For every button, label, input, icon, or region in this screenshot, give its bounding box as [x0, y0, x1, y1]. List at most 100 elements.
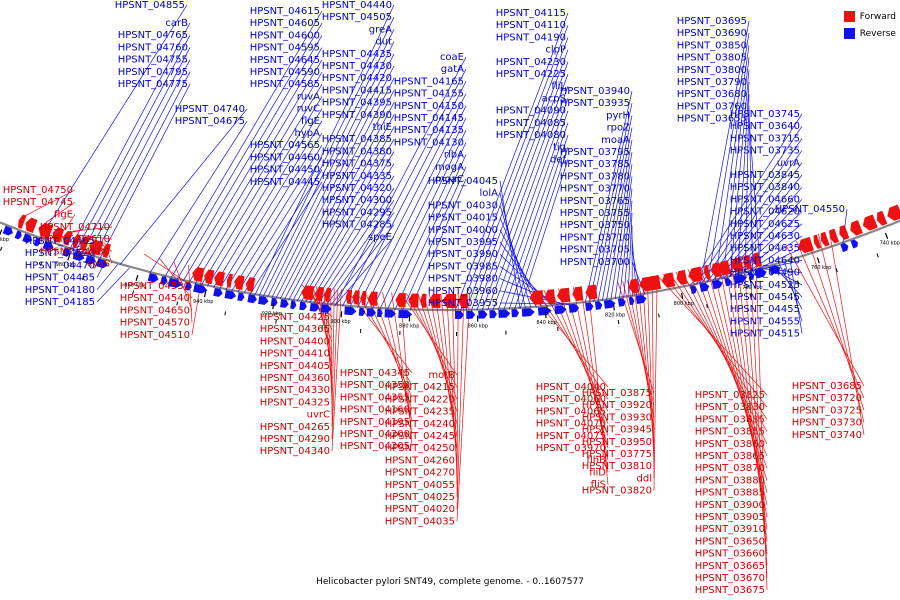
reverse-gene-label: HPSNT_04390: [322, 110, 392, 121]
scale-tick: [340, 311, 343, 318]
forward-gene-arrow: [84, 255, 96, 265]
leader-line: [492, 98, 569, 311]
reverse-gene-label: moaC: [435, 174, 464, 185]
forward-gene-label: HPSNT_04750: [3, 185, 73, 196]
feature-marker: [706, 303, 708, 309]
reverse-gene-label: ruvA: [297, 91, 320, 102]
feature-marker: [876, 253, 879, 258]
leader-line: [331, 289, 342, 452]
reverse-gene-arrow: [395, 292, 406, 308]
leader-line: [828, 230, 865, 435]
forward-gene-arrow: [96, 258, 108, 269]
reverse-gene-label: HPSNT_04130: [394, 137, 464, 148]
reverse-gene-label: HPSNT_04490: [730, 268, 800, 279]
reverse-gene-label: HPSNT_04385: [322, 134, 392, 145]
forward-gene-label: HPSNT_04205: [340, 441, 410, 452]
feature-marker: [749, 293, 752, 298]
leader-line: [565, 287, 609, 449]
leader-line: [194, 71, 323, 285]
forward-gene-arrow: [2, 225, 13, 236]
leader-line: [39, 4, 188, 239]
leader-line: [379, 130, 467, 310]
reverse-gene-label: HPSNT_04300: [322, 195, 392, 206]
leader-line: [317, 187, 395, 305]
reverse-gene-arrow: [743, 254, 753, 270]
leader-line: [623, 200, 633, 298]
forward-gene-label: HPSNT_03810: [582, 461, 652, 472]
leader-line: [182, 47, 323, 282]
forward-gene-arrow: [224, 290, 237, 300]
reverse-gene-arrow: [63, 230, 73, 246]
reverse-gene-label: lolA: [479, 188, 498, 199]
forward-gene-label: HPSNT_04020: [385, 504, 455, 515]
reverse-gene-arrow: [585, 284, 598, 300]
leader-line: [271, 53, 395, 299]
feature-marker: [224, 311, 227, 316]
reverse-gene-label: HPSNT_04320: [322, 183, 392, 194]
reverse-gene-arrow: [102, 243, 112, 259]
forward-gene-label: HPSNT_04745: [3, 197, 73, 208]
reverse-gene-label: HPSNT_04590: [250, 67, 320, 78]
leader-line: [313, 175, 395, 304]
leader-line: [400, 293, 413, 447]
reverse-gene-label: HPSNT_03785: [560, 159, 630, 170]
genome-backbone: [0, 219, 900, 312]
leader-line: [470, 49, 569, 311]
scale-label: 1000 kbp: [0, 237, 9, 243]
legend-forward-label: Forward: [859, 11, 896, 22]
leader-line: [519, 159, 569, 309]
scale-tick: [884, 232, 889, 239]
forward-gene-label: HPSNT_04240: [385, 419, 455, 430]
reverse-gene-arrow: [204, 269, 215, 285]
reverse-gene-label: HPSNT_03935: [560, 98, 630, 109]
forward-gene-label: HPSNT_03665: [695, 561, 765, 572]
leader-line: [499, 253, 554, 307]
leader-line: [81, 235, 113, 240]
reverse-gene-arrow: [38, 222, 54, 239]
leader-line: [64, 214, 76, 231]
forward-gene-label: ddl: [637, 473, 652, 484]
leader-line: [188, 59, 323, 283]
reverse-gene-label: HPSNT_04165: [394, 76, 464, 87]
leader-line: [143, 253, 193, 287]
leader-line: [149, 121, 248, 274]
leader-line: [699, 20, 750, 285]
forward-gene-label: HPSNT_04070: [536, 419, 606, 430]
leader-line: [231, 145, 323, 292]
reverse-gene-label: HPSNT_03990: [428, 249, 498, 260]
leader-line: [589, 103, 633, 303]
reverse-gene-label: HPSNT_04285: [322, 220, 392, 231]
forward-gene-arrow: [247, 294, 257, 304]
leader-line: [312, 286, 333, 354]
leader-line: [372, 117, 467, 309]
reverse-gene-label: HPSNT_04445: [250, 177, 320, 188]
reverse-gene-arrow: [52, 227, 65, 243]
reverse-gene-label: HPSNT_04335: [322, 171, 392, 182]
forward-gene-label: HPSNT_03880: [695, 475, 765, 486]
scale-label: 800 kbp: [674, 301, 694, 307]
leader-line: [158, 257, 193, 299]
leader-line: [288, 102, 395, 301]
leader-line: [619, 188, 633, 299]
forward-gene-arrow: [384, 309, 396, 318]
leader-line: [743, 256, 768, 566]
forward-gene-label: HPSNT_03775: [582, 449, 652, 460]
reverse-gene-arrow: [688, 266, 704, 283]
leader-line: [330, 288, 333, 415]
reverse-gene-label: HPSNT_04675: [175, 116, 245, 127]
reverse-gene-label: HPSNT_04430: [322, 61, 392, 72]
leader-line: [701, 138, 803, 284]
leader-line: [465, 37, 569, 311]
forward-gene-arrow: [147, 273, 159, 283]
reverse-gene-label: pyrH: [606, 110, 630, 121]
reverse-gene-label: HPSNT_04660: [730, 194, 800, 205]
leader-line: [96, 264, 118, 291]
reverse-gene-arrow: [458, 293, 468, 308]
leader-line: [305, 151, 395, 303]
reverse-gene-label: HPSNT_03805: [677, 53, 747, 64]
reverse-gene-label: HPSNT_04645: [250, 55, 320, 66]
reverse-gene-label: HPSNT_04470: [25, 260, 95, 271]
reverse-gene-label: HPSNT_04090: [496, 106, 566, 117]
forward-gene-arrow: [568, 304, 580, 313]
forward-gene-arrow: [344, 306, 357, 316]
